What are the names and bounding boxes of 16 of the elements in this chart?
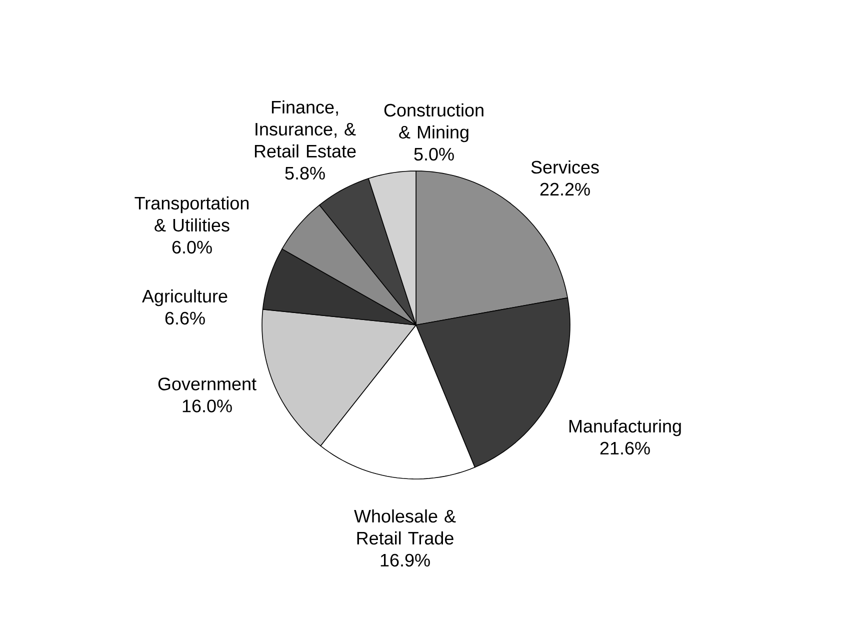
data-label: 6.0%	[172, 240, 212, 254]
slice-label: Construction & Mining	[384, 103, 484, 142]
data-label: 21.6%	[600, 442, 650, 455]
slice-label: Wholesale & Retail Trade	[354, 509, 456, 545]
data-label: 16.9%	[380, 554, 430, 567]
data-label: 6.6%	[165, 312, 205, 325]
slice-label: Manufacturing	[569, 419, 681, 436]
data-label: 5.8%	[285, 166, 325, 180]
slice-label: Agriculture	[142, 289, 228, 306]
data-label: 22.2%	[540, 182, 590, 196]
slice-label: Government	[158, 378, 256, 390]
slice-label: Services	[531, 160, 599, 174]
data-label: 16.0%	[182, 400, 232, 412]
slice-label: Finance, Insurance, & Retail Estate	[254, 100, 356, 158]
data-label: 5.0%	[414, 148, 454, 161]
slice-label: Transportation & Utilities	[134, 196, 249, 232]
